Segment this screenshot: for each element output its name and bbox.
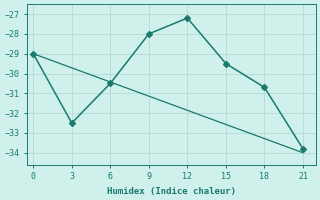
X-axis label: Humidex (Indice chaleur): Humidex (Indice chaleur)	[107, 187, 236, 196]
